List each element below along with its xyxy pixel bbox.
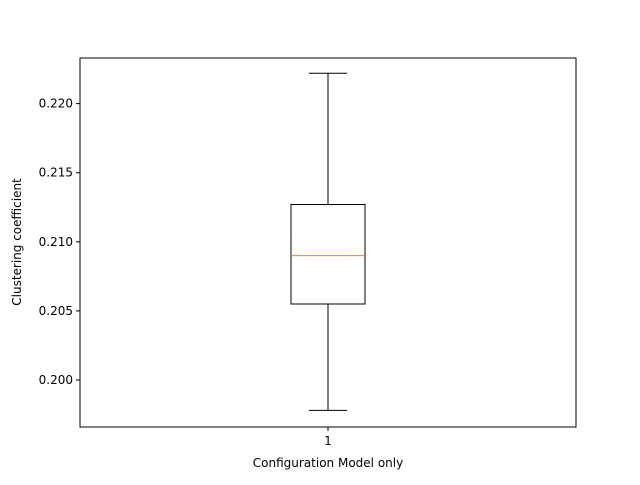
y-tick-label: 0.200 bbox=[39, 373, 73, 387]
x-tick-label: 1 bbox=[324, 434, 332, 448]
box-iqr bbox=[290, 203, 366, 305]
y-tick-label: 0.215 bbox=[39, 166, 73, 180]
y-tick-label: 0.210 bbox=[39, 235, 73, 249]
y-tick-label: 0.220 bbox=[39, 97, 73, 111]
y-tick-label: 0.205 bbox=[39, 304, 73, 318]
x-axis-label: Configuration Model only bbox=[253, 456, 403, 470]
plot-area: 0.200 0.205 0.210 0.215 0.220 1 bbox=[39, 57, 577, 448]
y-axis-label: Clustering coefficient bbox=[10, 178, 24, 306]
